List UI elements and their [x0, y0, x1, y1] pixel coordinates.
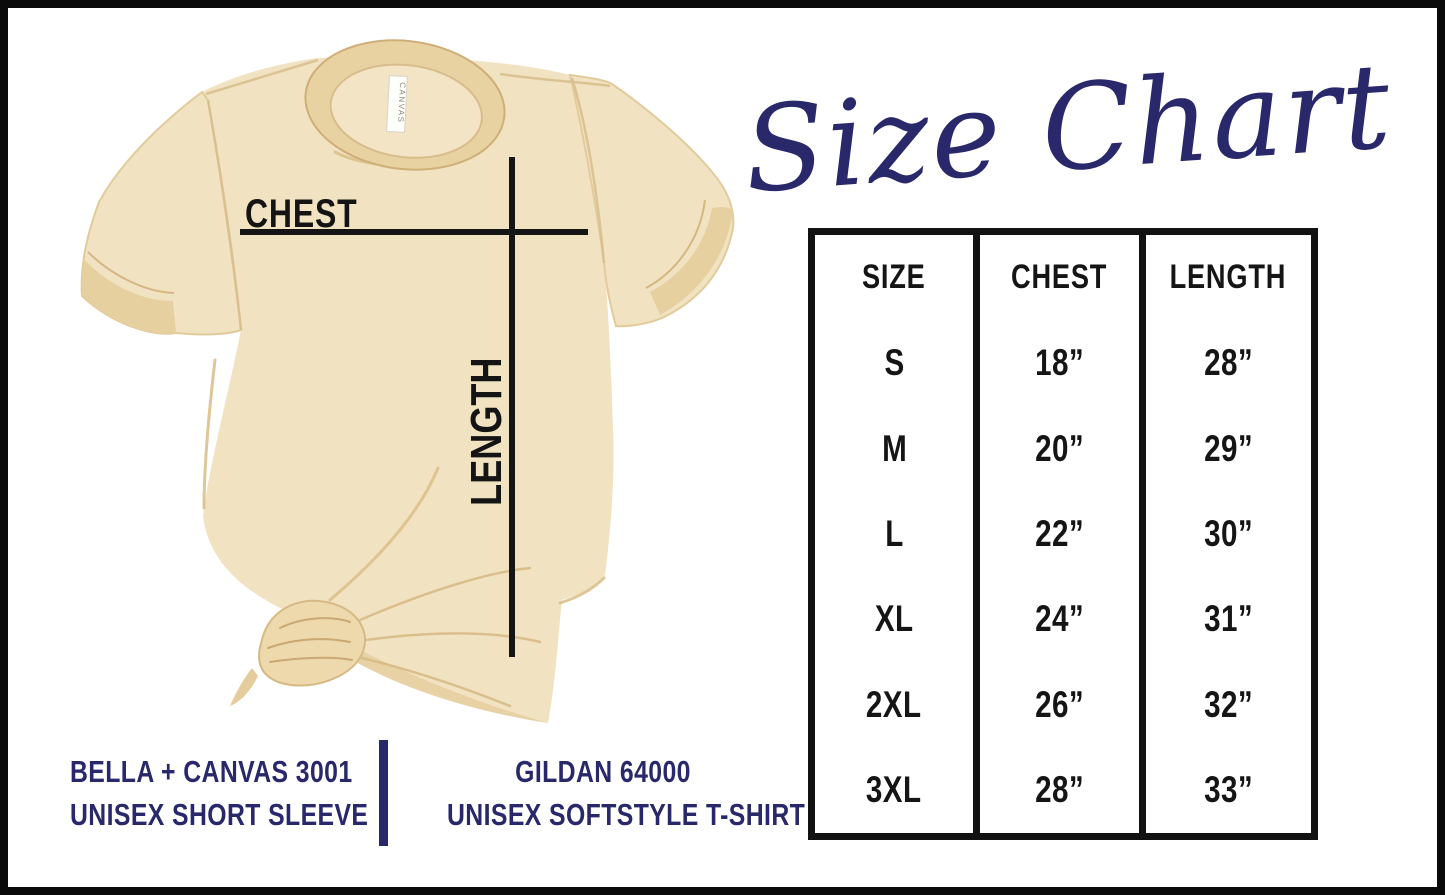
size-table-header-chest: CHEST	[980, 235, 1146, 321]
table-cell-chest-l: 22”	[980, 491, 1146, 577]
table-cell-size-3xl: 3XL	[815, 747, 981, 833]
tshirt-knot	[230, 566, 542, 708]
page-title: Size Chart	[739, 36, 1397, 220]
table-cell-length-s: 28”	[1146, 320, 1311, 405]
cell-value: 32”	[1203, 683, 1253, 725]
table-cell-length-2xl: 32”	[1146, 662, 1311, 747]
length-measure-label: LENGTH	[462, 357, 511, 506]
brand-right-line1: GILDAN 64000	[515, 754, 691, 789]
table-cell-length-3xl: 33”	[1146, 748, 1311, 833]
cell-value: 33”	[1203, 769, 1253, 811]
cell-value: 18”	[1035, 342, 1084, 384]
tshirt-photo: CANVAS	[80, 39, 735, 724]
table-cell-length-l: 30”	[1146, 491, 1311, 576]
tshirt-seams	[205, 58, 611, 331]
cell-value: 20”	[1035, 427, 1084, 469]
chest-measure-line	[240, 229, 588, 235]
cell-value: 31”	[1203, 598, 1253, 640]
cell-value: 28”	[1203, 342, 1253, 384]
footer-divider	[379, 740, 388, 846]
table-cell-length-xl: 31”	[1146, 577, 1311, 662]
cell-value: 2XL	[866, 683, 922, 725]
length-measure-line	[509, 157, 515, 657]
cell-value: XL	[874, 598, 914, 640]
size-table: SIZE CHEST LENGTH S 18” 28” M 20” 29” L …	[808, 228, 1318, 840]
cell-value: 22”	[1035, 512, 1084, 554]
care-tag-label: CANVAS	[396, 82, 407, 124]
header-length-label: LENGTH	[1170, 258, 1287, 297]
table-cell-size-l: L	[815, 491, 981, 577]
brand-left-line2: UNISEX SHORT SLEEVE	[70, 797, 369, 832]
table-cell-chest-m: 20”	[980, 405, 1146, 492]
table-cell-chest-s: 18”	[980, 320, 1146, 406]
cell-value: 3XL	[866, 769, 922, 811]
brand-right-line2: UNISEX SOFTSTYLE T-SHIRT	[447, 797, 806, 832]
header-size-label: SIZE	[862, 258, 926, 297]
cell-value: 30”	[1203, 512, 1253, 554]
table-cell-chest-xl: 24”	[980, 576, 1146, 663]
table-cell-chest-3xl: 28”	[980, 747, 1146, 833]
table-cell-size-s: S	[815, 320, 981, 406]
table-cell-size-m: M	[815, 405, 981, 492]
cell-value: 24”	[1035, 598, 1084, 640]
brand-left-line1: BELLA + CANVAS 3001	[70, 754, 353, 789]
brand-right: GILDAN 64000 UNISEX SOFTSTYLE T-SHIRT	[408, 750, 806, 836]
cell-value: 28”	[1035, 769, 1084, 811]
care-tag: CANVAS	[386, 75, 408, 133]
table-cell-chest-2xl: 26”	[980, 662, 1146, 748]
cell-value: S	[884, 342, 905, 384]
cell-value: 29”	[1203, 427, 1253, 469]
size-table-header-size: SIZE	[815, 235, 981, 321]
table-cell-size-2xl: 2XL	[815, 662, 981, 748]
table-cell-length-m: 29”	[1146, 406, 1311, 491]
cell-value: M	[881, 427, 907, 469]
table-cell-size-xl: XL	[815, 576, 981, 663]
size-table-header-length: LENGTH	[1146, 235, 1311, 320]
brand-left: BELLA + CANVAS 3001 UNISEX SHORT SLEEVE	[38, 750, 369, 836]
tshirt-right-sleeve	[568, 73, 735, 328]
cell-value: 26”	[1035, 683, 1084, 725]
header-chest-label: CHEST	[1011, 258, 1108, 297]
chest-measure-label: CHEST	[245, 192, 358, 236]
cell-value: L	[884, 512, 904, 554]
